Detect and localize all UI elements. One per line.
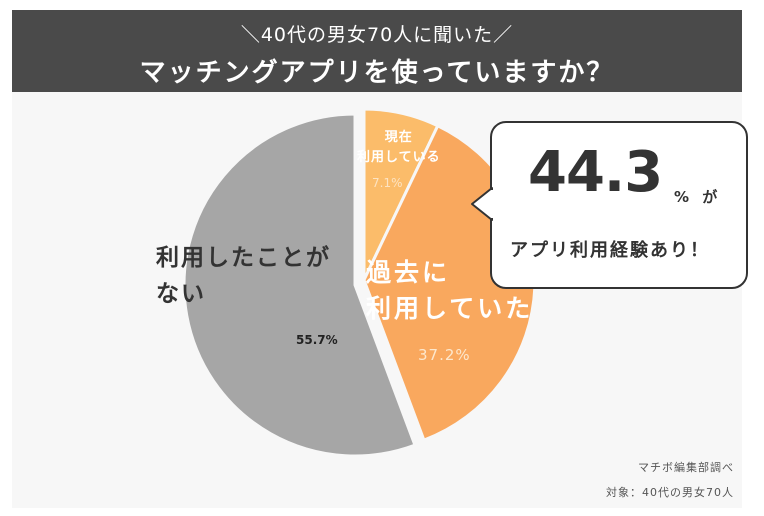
callout-value: 44.3	[528, 140, 663, 205]
slice-pct-never: 55.7%	[296, 333, 338, 347]
pie-slice-never	[182, 112, 417, 458]
callout-tail	[471, 187, 494, 221]
target-note: 対象：40代の男女70人	[606, 486, 734, 499]
slice-pct-current: 7.1%	[372, 176, 403, 190]
slice-label-never: 利用したことが ない	[156, 245, 331, 307]
source-note: マチボ編集部調べ	[638, 461, 734, 474]
callout-bubble	[490, 121, 748, 289]
callout-suffix: % が	[674, 188, 722, 206]
callout-text: アプリ利用経験あり！	[510, 240, 710, 261]
slice-label-past: 過去に 利用していた	[366, 258, 534, 323]
chart-subtitle: ＼40代の男女70人に聞いた／	[240, 24, 514, 46]
slice-pct-past: 37.2%	[418, 346, 471, 364]
slice-label-current: 現在 利用している	[357, 130, 441, 165]
chart-header: ＼40代の男女70人に聞いた／ マッチングアプリを使っていますか？	[12, 10, 742, 92]
chart-title: マッチングアプリを使っていますか？	[139, 58, 615, 88]
